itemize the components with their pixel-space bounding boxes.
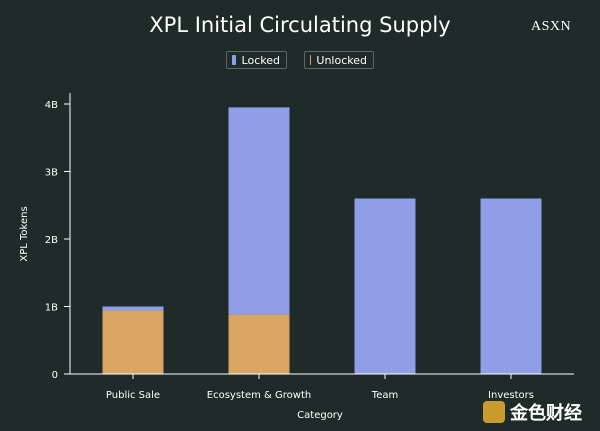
- y-tick-label: 2B: [45, 235, 58, 246]
- chart-title: XPL Initial Circulating Supply: [149, 13, 451, 37]
- bars-group: [102, 107, 542, 374]
- legend-swatch-locked: [232, 55, 236, 65]
- bar-locked-0: [102, 306, 164, 311]
- x-tick-label: Investors: [488, 390, 534, 401]
- legend-item-unlocked[interactable]: Unlocked: [304, 51, 374, 69]
- x-axis-title: Category: [297, 410, 343, 421]
- legend-label-locked: Locked: [241, 53, 280, 67]
- x-tick-label: Public Sale: [106, 390, 160, 401]
- jinse-logo-icon: [483, 401, 505, 423]
- legend-item-locked[interactable]: Locked: [226, 51, 287, 69]
- legend-label-unlocked: Unlocked: [316, 53, 367, 67]
- y-ticks-group: 0 1B 2B 3B 4B: [45, 100, 70, 381]
- watermark: 金色财经: [483, 399, 582, 425]
- bar-unlocked-0: [102, 310, 164, 374]
- bar-locked-3: [480, 198, 542, 374]
- brand-logo: ASXN: [531, 19, 572, 34]
- bar-unlocked-1: [228, 314, 290, 374]
- y-tick-label: 3B: [45, 168, 58, 179]
- y-tick-label: 1B: [45, 303, 58, 314]
- y-axis-title: XPL Tokens: [19, 206, 30, 261]
- x-tick-label: Team: [371, 390, 398, 401]
- bar-locked-1: [228, 107, 290, 315]
- x-ticks-group: Public Sale Ecosystem & Growth Team Investo…: [106, 374, 534, 401]
- watermark-text: 金色财经: [510, 403, 582, 424]
- y-tick-label: 0: [52, 370, 58, 381]
- bar-locked-2: [354, 198, 416, 374]
- x-tick-label: Ecosystem & Growth: [207, 390, 311, 401]
- y-tick-label: 4B: [45, 100, 58, 111]
